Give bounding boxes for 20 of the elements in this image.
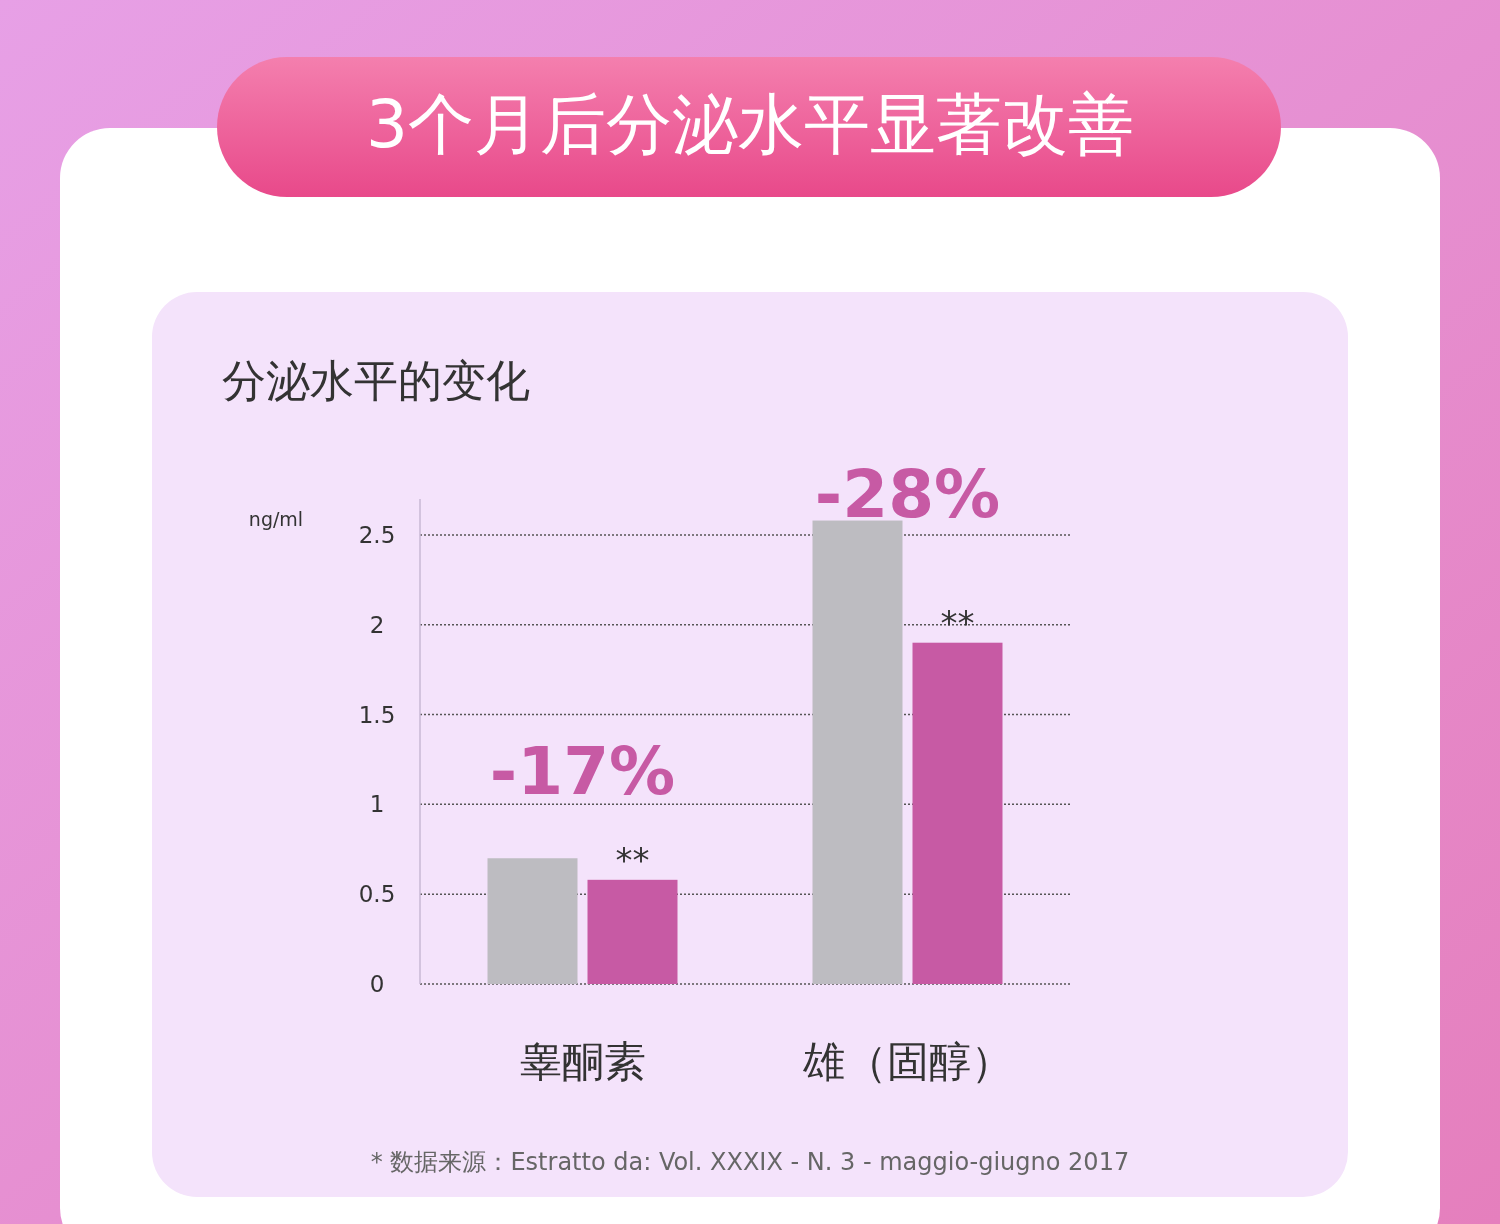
- data-label: **: [940, 602, 975, 643]
- chart-title: 3个月后分泌水平显著改善: [366, 86, 1134, 163]
- y-tick-label: 2.5: [358, 521, 396, 548]
- y-tick-label: 1: [369, 791, 385, 818]
- y-tick-label: 1.5: [358, 701, 396, 728]
- bar: [487, 858, 578, 984]
- bar: [587, 879, 678, 984]
- bar: [812, 520, 903, 984]
- bar: [912, 642, 1003, 984]
- chart-subtitle: 分泌水平的变化: [222, 355, 530, 406]
- y-tick-label: 2: [369, 611, 385, 638]
- x-tick-label: 雄（固醇）: [801, 1037, 1013, 1086]
- data-label: **: [615, 839, 650, 880]
- y-tick-label: 0.5: [358, 881, 396, 908]
- text: * 数据来源：Estratto da: Vol. XXXIX - N. 3 - maggio-giugno 2017: [370, 1148, 1130, 1176]
- y-axis-title: ng/ml: [248, 508, 304, 530]
- x-tick-label: 睾酮素: [519, 1037, 646, 1086]
- annotation: -17%: [489, 733, 676, 811]
- y-tick-label: 0: [369, 971, 385, 997]
- annotation: -28%: [814, 455, 1001, 533]
